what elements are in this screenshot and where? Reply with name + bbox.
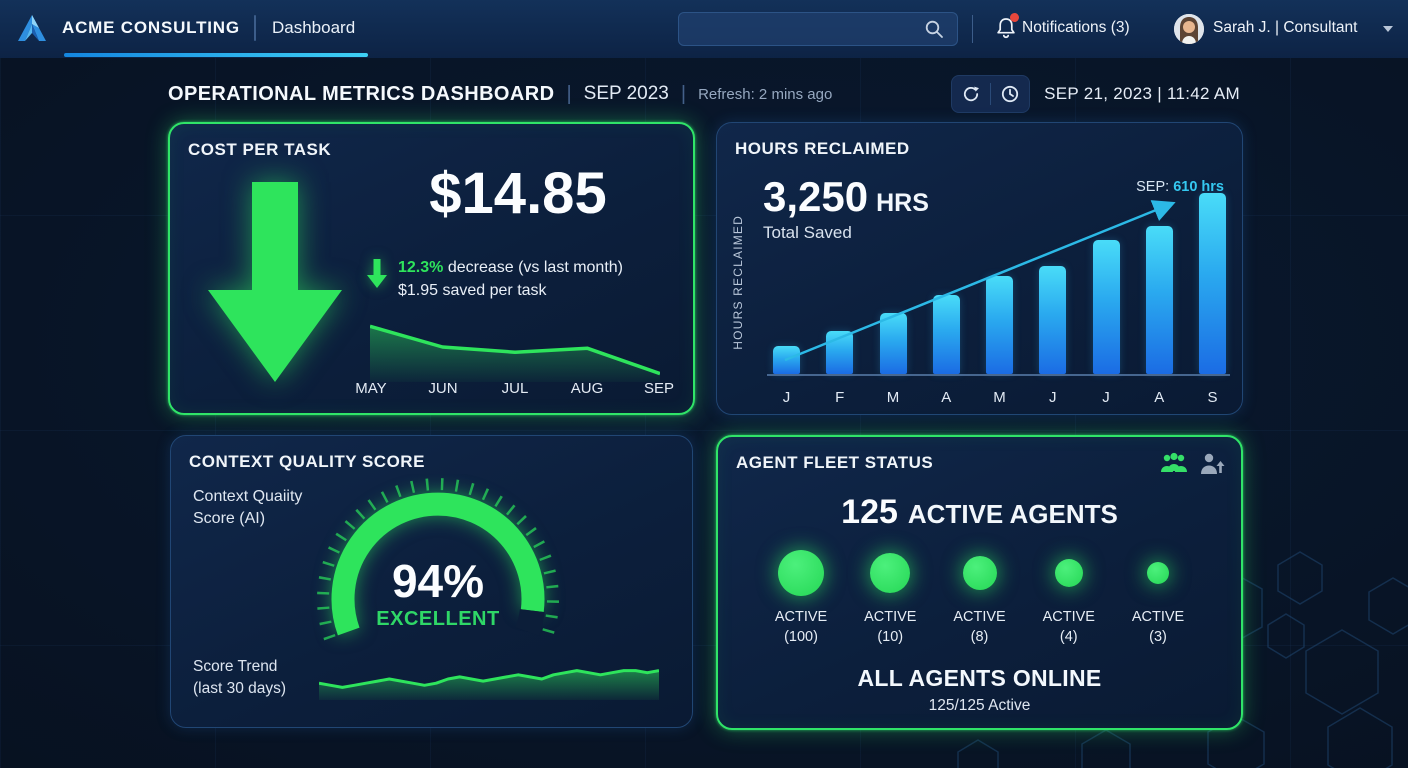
- delta-sub: $1.95 saved per task: [398, 282, 547, 300]
- chevron-down-icon[interactable]: [1382, 25, 1394, 33]
- gauge-ticks: [317, 478, 559, 641]
- notifications-bell-icon[interactable]: [994, 15, 1018, 46]
- refresh-status: Refresh: 2 mins ago: [698, 85, 833, 103]
- small-down-arrow-icon: [367, 259, 387, 288]
- hours-reclaimed-card: HOURS RECLAIMED HOURS RECLAIMED 3,250 HRS…: [716, 122, 1243, 415]
- bar-chart-baseline: [767, 374, 1230, 376]
- page-title: OPERATIONAL METRICS DASHBOARD: [168, 82, 555, 105]
- search-icon[interactable]: [924, 19, 944, 39]
- big-down-arrow-icon: [208, 182, 342, 382]
- cost-delta: 12.3% decrease (vs last month) $1.95 sav…: [366, 256, 623, 302]
- clock-button[interactable]: [991, 76, 1029, 112]
- fleet-card-title: AGENT FLEET STATUS: [736, 453, 934, 472]
- brand-name: ACME CONSULTING: [62, 18, 240, 37]
- bar-aug: [1145, 225, 1173, 374]
- cost-card-title: COST PER TASK: [188, 140, 332, 159]
- fleet-group: ACTIVE (100): [760, 545, 842, 648]
- hours-chart-x-labels: J F M A M J J A S: [782, 389, 1218, 406]
- agent-status-dot: [1147, 562, 1169, 584]
- nav-divider: [254, 15, 256, 41]
- active-agents-label: ACTIVE AGENTS: [907, 499, 1118, 529]
- hours-y-axis-label: HOURS RECLAIMED: [731, 215, 745, 350]
- agent-status-dot: [1054, 559, 1083, 587]
- top-nav: ACME CONSULTING Dashboard Notifications …: [0, 0, 1408, 58]
- acme-logo-icon: [18, 15, 46, 41]
- agent-fleet-card: AGENT FLEET STATUS 125 ACTIVE AGENTS: [716, 435, 1243, 730]
- datetime-label: SEP 21, 2023 | 11:42 AM: [1044, 84, 1240, 103]
- score-trend-chart: [319, 669, 659, 700]
- quality-subtitle: Context Quaiity Score (AI): [193, 488, 303, 527]
- header-icon-group: [951, 75, 1031, 113]
- context-quality-card: CONTEXT QUALITY SCORE Context Quaiity Sc…: [170, 435, 693, 728]
- cost-trend-chart: [370, 324, 660, 382]
- hours-card-title: HOURS RECLAIMED: [735, 139, 910, 158]
- page-header: OPERATIONAL METRICS DASHBOARD | SEP 2023…: [168, 72, 1240, 116]
- fleet-headline: 125 ACTIVE AGENTS: [718, 493, 1241, 532]
- notification-badge-dot: [1010, 13, 1019, 22]
- delta-percent: 12.3%: [398, 259, 444, 276]
- delta-text: decrease (vs last month): [443, 259, 623, 276]
- agent-status-dot: [962, 556, 997, 590]
- fleet-group: ACTIVE (4): [1028, 545, 1110, 648]
- bar-jan: [773, 345, 800, 374]
- fleet-group: ACTIVE (10): [849, 545, 931, 648]
- fleet-status-sub: 125/125 Active: [928, 697, 1031, 714]
- fleet-groups-row: ACTIVE (100) ACTIVE (10) ACTIVE (8) ACTIVE(…: [760, 545, 1199, 648]
- cost-per-task-card: COST PER TASK $14.85 12.3% decrease (vs …: [168, 122, 695, 415]
- agent-add-icon[interactable]: [1199, 451, 1225, 475]
- quality-rating: EXCELLENT: [376, 608, 500, 630]
- hours-annotation: SEP: 610 hrs: [1136, 179, 1224, 195]
- agent-status-dot: [778, 550, 824, 596]
- nav-divider-2: [972, 15, 973, 43]
- bar-jul: [1092, 240, 1120, 374]
- refresh-button[interactable]: [952, 76, 990, 112]
- active-agents-count: 125: [841, 493, 898, 531]
- bar-feb: [826, 330, 854, 374]
- bar-apr: [932, 295, 960, 374]
- fleet-group: ACTIVE (8): [939, 545, 1021, 648]
- avatar[interactable]: [1174, 14, 1204, 44]
- bar-mar: [879, 313, 907, 374]
- hours-bar-chart: [773, 184, 1226, 374]
- agents-group-icon[interactable]: [1159, 452, 1189, 474]
- cost-value: $14.85: [429, 161, 607, 226]
- fleet-group: ACTIVE (3): [1117, 545, 1199, 648]
- tab-dashboard[interactable]: Dashboard: [272, 18, 356, 37]
- bar-sep: [1199, 192, 1226, 374]
- search-input[interactable]: [678, 12, 958, 46]
- period-label: SEP 2023: [583, 83, 669, 104]
- cost-chart-x-labels: MAY JUN JUL AUG SEP: [355, 380, 674, 397]
- quality-card-title: CONTEXT QUALITY SCORE: [189, 452, 425, 471]
- score-trend-label: Score Trend (last 30 days): [193, 658, 287, 697]
- fleet-status-text: ALL AGENTS ONLINE: [857, 665, 1102, 691]
- bar-may: [986, 276, 1013, 374]
- quality-gauge: 94% EXCELLENT: [288, 474, 588, 664]
- notifications-label[interactable]: Notifications (3): [1022, 19, 1130, 36]
- bar-jun: [1039, 265, 1067, 374]
- quality-score-value: 94%: [391, 555, 485, 607]
- user-menu-label[interactable]: Sarah J. | Consultant: [1213, 19, 1358, 36]
- active-tab-indicator: [64, 53, 368, 57]
- gauge-arc: [331, 492, 545, 636]
- agent-status-dot: [870, 553, 911, 593]
